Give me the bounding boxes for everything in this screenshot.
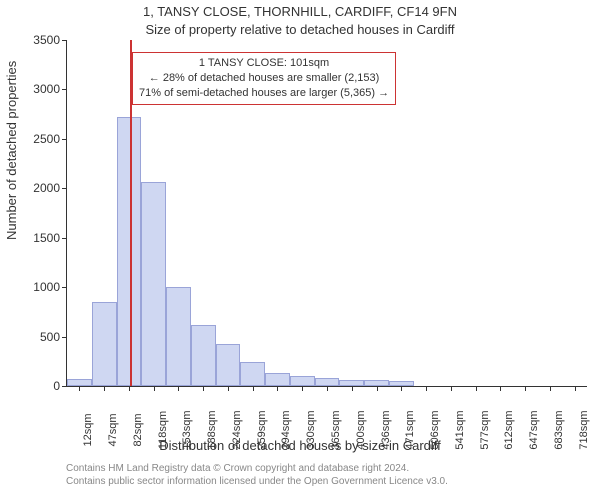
ytick-mark: [62, 337, 67, 338]
histogram-bar: [216, 344, 241, 387]
xtick-mark: [178, 386, 179, 391]
xtick-label: 224sqm: [231, 410, 243, 449]
xtick-mark: [426, 386, 427, 391]
xtick-label: 400sqm: [355, 410, 367, 449]
xtick-label: 436sqm: [380, 410, 392, 449]
xtick-label: 188sqm: [206, 410, 218, 449]
xtick-label: 82sqm: [132, 413, 144, 446]
xtick-label: 647sqm: [528, 410, 540, 449]
ytick-label: 1500: [10, 231, 60, 245]
xtick-label: 471sqm: [404, 410, 416, 449]
property-info-box: 1 TANSY CLOSE: 101sqm← 28% of detached h…: [132, 52, 396, 105]
chart-title: 1, TANSY CLOSE, THORNHILL, CARDIFF, CF14…: [0, 4, 600, 19]
chart-subtitle: Size of property relative to detached ho…: [0, 22, 600, 37]
attribution-line-1: Contains HM Land Registry data © Crown c…: [66, 462, 448, 475]
ytick-label: 2500: [10, 132, 60, 146]
xtick-mark: [401, 386, 402, 391]
infobox-line-3: 71% of semi-detached houses are larger (…: [139, 86, 389, 101]
xtick-mark: [129, 386, 130, 391]
xtick-label: 47sqm: [107, 413, 119, 446]
ytick-mark: [62, 238, 67, 239]
xtick-mark: [228, 386, 229, 391]
xtick-label: 541sqm: [454, 410, 466, 449]
histogram-bar: [265, 373, 290, 386]
ytick-label: 500: [10, 330, 60, 344]
xtick-label: 259sqm: [256, 410, 268, 449]
xtick-label: 506sqm: [429, 410, 441, 449]
histogram-bar: [240, 362, 265, 386]
xtick-mark: [277, 386, 278, 391]
ytick-label: 3000: [10, 82, 60, 96]
xtick-label: 153sqm: [181, 410, 193, 449]
xtick-label: 12sqm: [82, 413, 94, 446]
xtick-label: 683sqm: [553, 410, 565, 449]
ytick-mark: [62, 40, 67, 41]
histogram-bar: [166, 287, 191, 386]
attribution-line-2: Contains public sector information licen…: [66, 475, 448, 488]
ytick-mark: [62, 188, 67, 189]
xtick-mark: [550, 386, 551, 391]
xtick-label: 118sqm: [157, 411, 169, 449]
histogram-bar: [67, 379, 92, 386]
ytick-mark: [62, 386, 67, 387]
xtick-mark: [104, 386, 105, 391]
ytick-mark: [62, 89, 67, 90]
histogram-bar: [315, 378, 340, 386]
attribution-text: Contains HM Land Registry data © Crown c…: [66, 462, 448, 488]
histogram-bar: [191, 325, 216, 386]
histogram-bar: [141, 182, 166, 386]
xtick-mark: [451, 386, 452, 391]
ytick-label: 1000: [10, 280, 60, 294]
xtick-mark: [476, 386, 477, 391]
xtick-mark: [500, 386, 501, 391]
xtick-label: 365sqm: [330, 410, 342, 449]
histogram-bar: [117, 117, 142, 386]
xtick-label: 577sqm: [479, 410, 491, 449]
xtick-mark: [525, 386, 526, 391]
infobox-line-2: ← 28% of detached houses are smaller (2,…: [139, 71, 389, 86]
xtick-mark: [203, 386, 204, 391]
xtick-mark: [352, 386, 353, 391]
xtick-mark: [79, 386, 80, 391]
xtick-label: 294sqm: [280, 410, 292, 449]
ytick-label: 3500: [10, 33, 60, 47]
xtick-mark: [302, 386, 303, 391]
ytick-mark: [62, 139, 67, 140]
xtick-label: 330sqm: [305, 410, 317, 449]
histogram-bar: [290, 376, 315, 386]
xtick-label: 718sqm: [578, 410, 590, 449]
xtick-mark: [154, 386, 155, 391]
xtick-mark: [575, 386, 576, 391]
xtick-mark: [377, 386, 378, 391]
histogram-bar: [92, 302, 117, 386]
infobox-line-1: 1 TANSY CLOSE: 101sqm: [139, 56, 389, 71]
ytick-label: 0: [10, 379, 60, 393]
ytick-label: 2000: [10, 181, 60, 195]
xtick-label: 612sqm: [503, 410, 515, 449]
xtick-mark: [253, 386, 254, 391]
xtick-mark: [327, 386, 328, 391]
ytick-mark: [62, 287, 67, 288]
